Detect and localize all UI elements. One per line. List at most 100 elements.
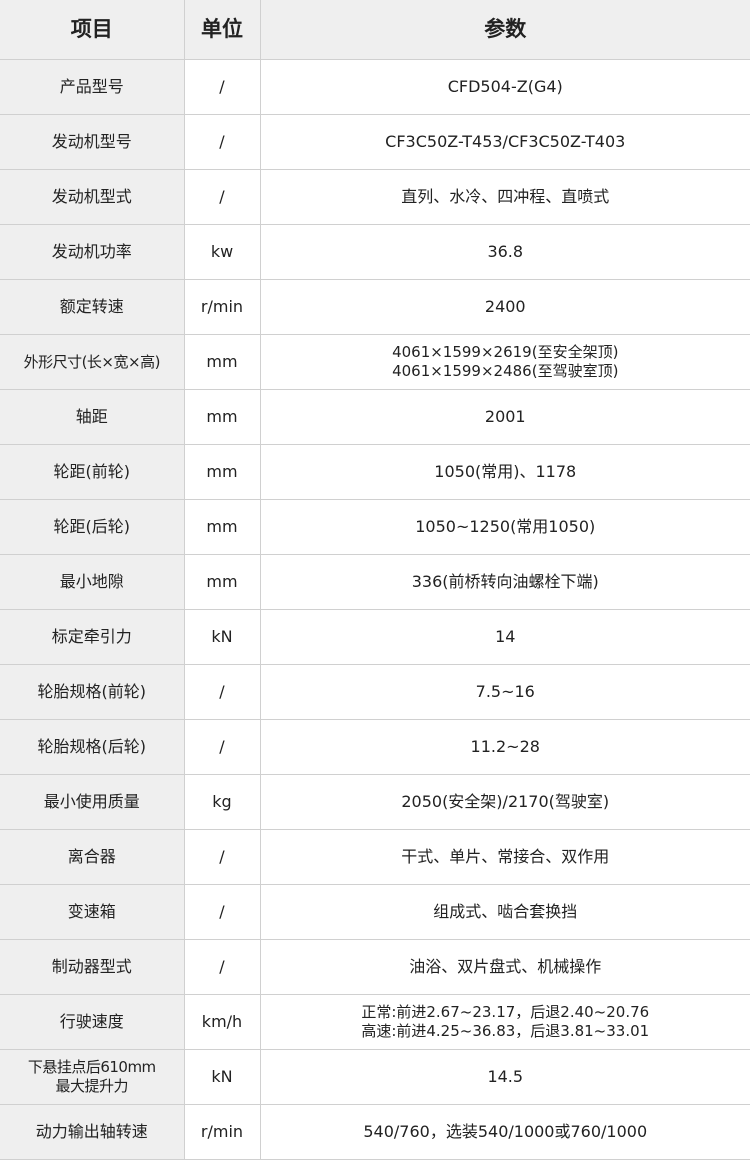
- value-cell: 正常:前进2.67~23.17，后退2.40~20.76 高速:前进4.25~36…: [259, 994, 750, 1050]
- table-row: 轮胎规格(后轮) / 11.2~28: [0, 719, 750, 775]
- item-cell: 行驶速度: [0, 994, 185, 1050]
- unit-cell: kN: [183, 609, 261, 665]
- value-cell-line: 11.2~28: [470, 737, 540, 756]
- value-cell-line: 4061×1599×2486(至驾驶室顶): [392, 362, 619, 380]
- header-unit: 单位: [183, 0, 261, 60]
- value-cell: 2001: [259, 389, 750, 445]
- item-cell: 发动机型号: [0, 114, 185, 170]
- unit-cell: mm: [183, 499, 261, 555]
- item-cell: 轴距: [0, 389, 185, 445]
- item-cell: 变速箱: [0, 884, 185, 940]
- item-cell-line: 产品型号: [59, 77, 124, 96]
- table-row: 最小使用质量 kg 2050(安全架)/2170(驾驶室): [0, 774, 750, 830]
- value-cell: 11.2~28: [259, 719, 750, 775]
- unit-cell: mm: [183, 444, 261, 500]
- value-cell-line: 14: [495, 627, 516, 646]
- value-cell-line: 14.5: [487, 1067, 524, 1086]
- item-cell-line: 额定转速: [59, 297, 124, 316]
- unit-cell: mm: [183, 389, 261, 445]
- table-row: 轴距 mm 2001: [0, 389, 750, 445]
- value-cell: 油浴、双片盘式、机械操作: [259, 939, 750, 995]
- item-cell: 发动机功率: [0, 224, 185, 280]
- value-cell-line: 2400: [484, 297, 526, 316]
- item-cell: 动力输出轴转速: [0, 1104, 185, 1160]
- table-row: 标定牵引力 kN 14: [0, 609, 750, 665]
- unit-cell: kN: [183, 1049, 261, 1105]
- item-cell-line: 动力输出轴转速: [35, 1122, 148, 1141]
- item-cell-line: 发动机型式: [51, 187, 132, 206]
- unit-cell: kg: [183, 774, 261, 830]
- table-row: 最小地隙 mm 336(前桥转向油螺栓下端): [0, 554, 750, 610]
- header-row: 项目 单位 参数: [0, 0, 750, 60]
- value-cell-line: 2001: [484, 407, 526, 426]
- value-cell-line: 1050(常用)、1178: [434, 462, 577, 481]
- unit-cell: /: [183, 884, 261, 940]
- value-cell-line: 4061×1599×2619(至安全架顶): [392, 343, 619, 362]
- value-cell: 36.8: [259, 224, 750, 280]
- item-cell-line: 轮胎规格(后轮): [37, 737, 147, 756]
- table-row: 离合器 / 干式、单片、常接合、双作用: [0, 829, 750, 885]
- value-cell: 2400: [259, 279, 750, 335]
- item-cell: 制动器型式: [0, 939, 185, 995]
- value-cell: 7.5~16: [259, 664, 750, 720]
- value-cell-line: 7.5~16: [475, 682, 535, 701]
- item-cell: 最小地隙: [0, 554, 185, 610]
- value-cell: 1050(常用)、1178: [259, 444, 750, 500]
- value-cell-line: 336(前桥转向油螺栓下端): [411, 572, 599, 591]
- item-cell: 轮距(前轮): [0, 444, 185, 500]
- table-row: 动力输出轴转速 r/min 540/760，选装540/1000或760/1000: [0, 1104, 750, 1160]
- value-cell: 4061×1599×2619(至安全架顶) 4061×1599×2486(至驾驶室…: [259, 334, 750, 390]
- unit-cell: km/h: [183, 994, 261, 1050]
- table-row: 发动机功率 kw 36.8: [0, 224, 750, 280]
- unit-cell: /: [183, 664, 261, 720]
- unit-cell: mm: [183, 554, 261, 610]
- value-cell: 干式、单片、常接合、双作用: [259, 829, 750, 885]
- item-cell: 离合器: [0, 829, 185, 885]
- header-value: 参数: [259, 0, 750, 60]
- value-cell: 336(前桥转向油螺栓下端): [259, 554, 750, 610]
- item-cell-line: 外形尺寸(长×宽×高): [23, 352, 161, 371]
- item-cell: 轮胎规格(前轮): [0, 664, 185, 720]
- value-cell-line: 正常:前进2.67~23.17，后退2.40~20.76: [361, 1003, 650, 1022]
- value-cell: 14: [259, 609, 750, 665]
- item-cell-line: 下悬挂点后610mm: [27, 1058, 156, 1077]
- item-cell-line: 轮距(后轮): [53, 517, 131, 536]
- unit-cell: /: [183, 114, 261, 170]
- item-cell-line: 发动机功率: [51, 242, 132, 261]
- value-cell-line: 1050~1250(常用1050): [415, 517, 596, 536]
- value-cell-line: 36.8: [487, 242, 524, 261]
- table-row: 轮距(后轮) mm 1050~1250(常用1050): [0, 499, 750, 555]
- value-cell: 直列、水冷、四冲程、直喷式: [259, 169, 750, 225]
- table-row: 轮距(前轮) mm 1050(常用)、1178: [0, 444, 750, 500]
- item-cell: 额定转速: [0, 279, 185, 335]
- item-cell: 发动机型式: [0, 169, 185, 225]
- item-cell-line: 最小地隙: [59, 572, 124, 591]
- item-cell-line: 行驶速度: [59, 1012, 124, 1031]
- unit-cell: /: [183, 719, 261, 775]
- item-cell: 下悬挂点后610mm 最大提升力: [0, 1049, 185, 1105]
- item-cell-line: 标定牵引力: [51, 627, 132, 646]
- value-cell-line: 干式、单片、常接合、双作用: [401, 847, 610, 866]
- value-cell: 1050~1250(常用1050): [259, 499, 750, 555]
- item-cell-line: 发动机型号: [51, 132, 132, 151]
- item-cell: 轮胎规格(后轮): [0, 719, 185, 775]
- unit-cell: /: [183, 59, 261, 115]
- table-row: 制动器型式 / 油浴、双片盘式、机械操作: [0, 939, 750, 995]
- table-row: 下悬挂点后610mm 最大提升力 kN 14.5: [0, 1049, 750, 1105]
- item-cell-line: 最大提升力: [55, 1077, 128, 1095]
- value-cell: 组成式、啮合套换挡: [259, 884, 750, 940]
- value-cell-line: CF3C50Z-T453/CF3C50Z-T403: [385, 132, 626, 151]
- item-cell-line: 最小使用质量: [43, 792, 140, 811]
- table-row: 外形尺寸(长×宽×高) mm 4061×1599×2619(至安全架顶) 4061×1…: [0, 334, 750, 390]
- value-cell-line: 组成式、啮合套换挡: [433, 902, 578, 921]
- header-item: 项目: [0, 0, 185, 60]
- table-row: 发动机型式 / 直列、水冷、四冲程、直喷式: [0, 169, 750, 225]
- unit-cell: r/min: [183, 279, 261, 335]
- unit-cell: r/min: [183, 1104, 261, 1160]
- item-cell-line: 轴距: [75, 407, 108, 426]
- value-cell: 540/760，选装540/1000或760/1000: [259, 1104, 750, 1160]
- item-cell-line: 轮胎规格(前轮): [37, 682, 147, 701]
- unit-cell: kw: [183, 224, 261, 280]
- unit-cell: mm: [183, 334, 261, 390]
